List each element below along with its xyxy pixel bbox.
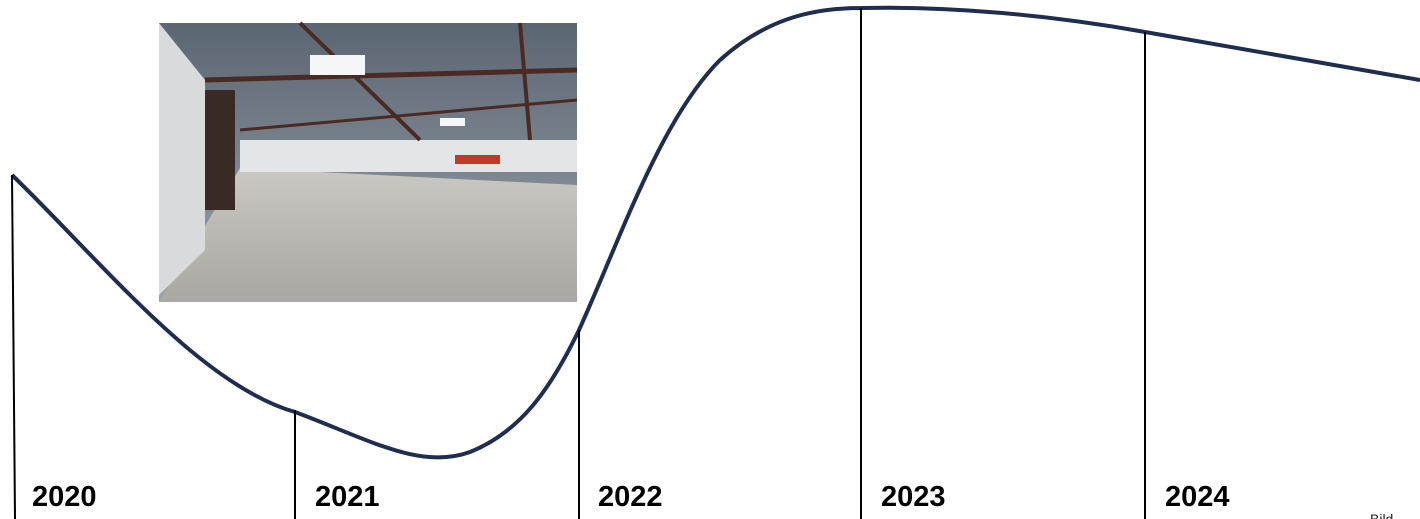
warehouse-photo: [159, 21, 578, 302]
year-label: 2024: [1165, 481, 1230, 513]
caption: Bild: [1370, 511, 1393, 519]
marker: [11, 174, 16, 519]
year-label: 2023: [881, 481, 946, 513]
year-label: 2021: [315, 481, 380, 513]
year-label: 2022: [598, 481, 663, 513]
year-markers: [11, 8, 1146, 519]
year-label: 2020: [32, 481, 97, 513]
